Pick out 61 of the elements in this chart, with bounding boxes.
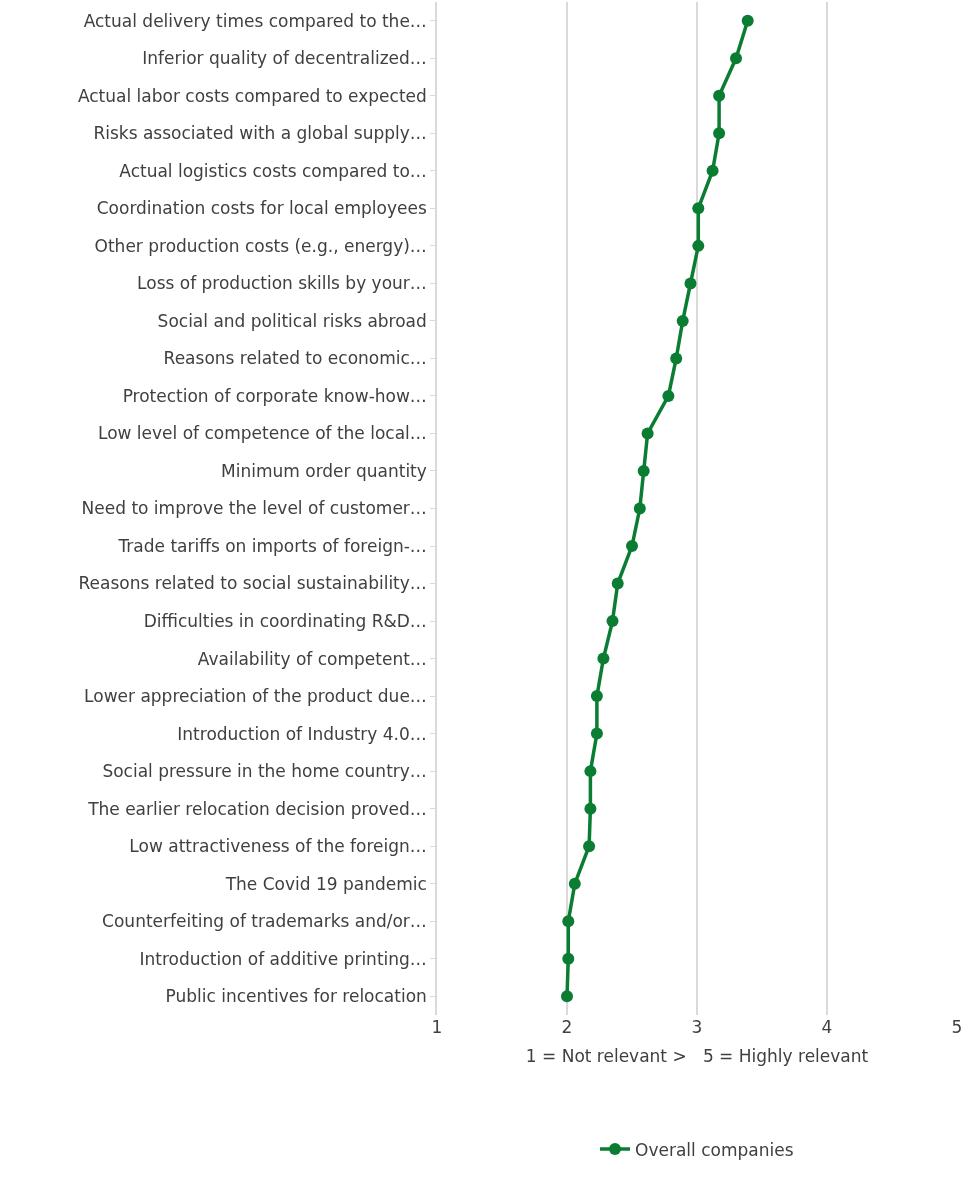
y-tick-label: Reasons related to economic… xyxy=(163,348,427,369)
y-tick-label: Low attractiveness of the foreign… xyxy=(129,836,427,857)
point xyxy=(684,277,697,290)
y-tick-label: Trade tariffs on imports of foreign-… xyxy=(117,535,427,556)
point xyxy=(692,202,705,215)
x-tick-label: 1 xyxy=(431,1017,443,1037)
y-tick-label: Risks associated with a global supply… xyxy=(93,123,427,144)
point xyxy=(713,89,726,102)
y-tick-label: Social pressure in the home country… xyxy=(102,761,427,782)
y-tick-label: The earlier relocation decision proved… xyxy=(87,798,427,819)
point xyxy=(706,164,719,177)
point xyxy=(662,389,675,402)
x-tick-label: 2 xyxy=(561,1017,573,1037)
point xyxy=(597,652,610,665)
point xyxy=(562,915,575,928)
y-tick-label: Social and political risks abroad xyxy=(157,310,427,331)
y-tick-label: Introduction of additive printing… xyxy=(139,948,427,969)
y-tick-label: Other production costs (e.g., energy)… xyxy=(94,235,427,256)
point xyxy=(561,990,573,1003)
y-tick-label: Coordination costs for local employees xyxy=(96,198,427,219)
x-tick-label: 4 xyxy=(821,1017,833,1037)
point xyxy=(583,840,596,853)
point xyxy=(562,952,575,965)
point xyxy=(584,765,597,778)
point xyxy=(626,540,638,553)
point xyxy=(641,427,654,440)
legend-label: Overall companies xyxy=(635,1139,794,1160)
y-tick-label: Actual delivery times compared to the… xyxy=(83,10,427,31)
y-tick-label: Actual labor costs compared to expected xyxy=(77,85,427,106)
y-tick-label: Lower appreciation of the product due… xyxy=(84,686,427,707)
point xyxy=(590,690,603,703)
point xyxy=(741,14,754,27)
y-tick-label: Low level of competence of the local… xyxy=(97,423,427,444)
y-tick-label: Introduction of Industry 4.0… xyxy=(177,723,427,744)
y-tick-label: Reasons related to social sustainability… xyxy=(78,573,427,594)
y-tick-label: The Covid 19 pandemic xyxy=(224,873,427,894)
y-tick-label: Minimum order quantity xyxy=(221,460,427,481)
y-tick-label: Actual logistics costs compared to… xyxy=(119,160,427,181)
y-tick-label: Counterfeiting of trademarks and/or… xyxy=(102,911,427,932)
x-tick-label: 3 xyxy=(691,1017,703,1037)
x-tick-label: 5 xyxy=(951,1017,963,1037)
y-tick-label: Need to improve the level of customer… xyxy=(81,498,427,519)
point xyxy=(606,615,619,628)
point xyxy=(633,502,646,515)
point xyxy=(730,52,742,65)
y-tick-label: Difficulties in coordinating R&D… xyxy=(143,611,427,632)
y-tick-label: Loss of production skills by your… xyxy=(137,273,427,294)
point xyxy=(676,314,689,327)
point xyxy=(637,464,650,477)
point xyxy=(713,127,726,140)
point xyxy=(611,577,624,590)
y-tick-label: Availability of competent… xyxy=(197,648,427,669)
point xyxy=(692,239,705,252)
x-axis-title: 1 = Not relevant > 5 = Highly relevant xyxy=(525,1046,869,1067)
point xyxy=(584,802,597,815)
y-tick-label: Protection of corporate know-how… xyxy=(122,385,427,406)
y-tick-label: Public incentives for relocation xyxy=(165,986,427,1007)
y-tick-label: Inferior quality of decentralized… xyxy=(142,48,427,69)
point xyxy=(590,727,603,740)
point xyxy=(568,877,581,890)
point xyxy=(670,352,683,365)
